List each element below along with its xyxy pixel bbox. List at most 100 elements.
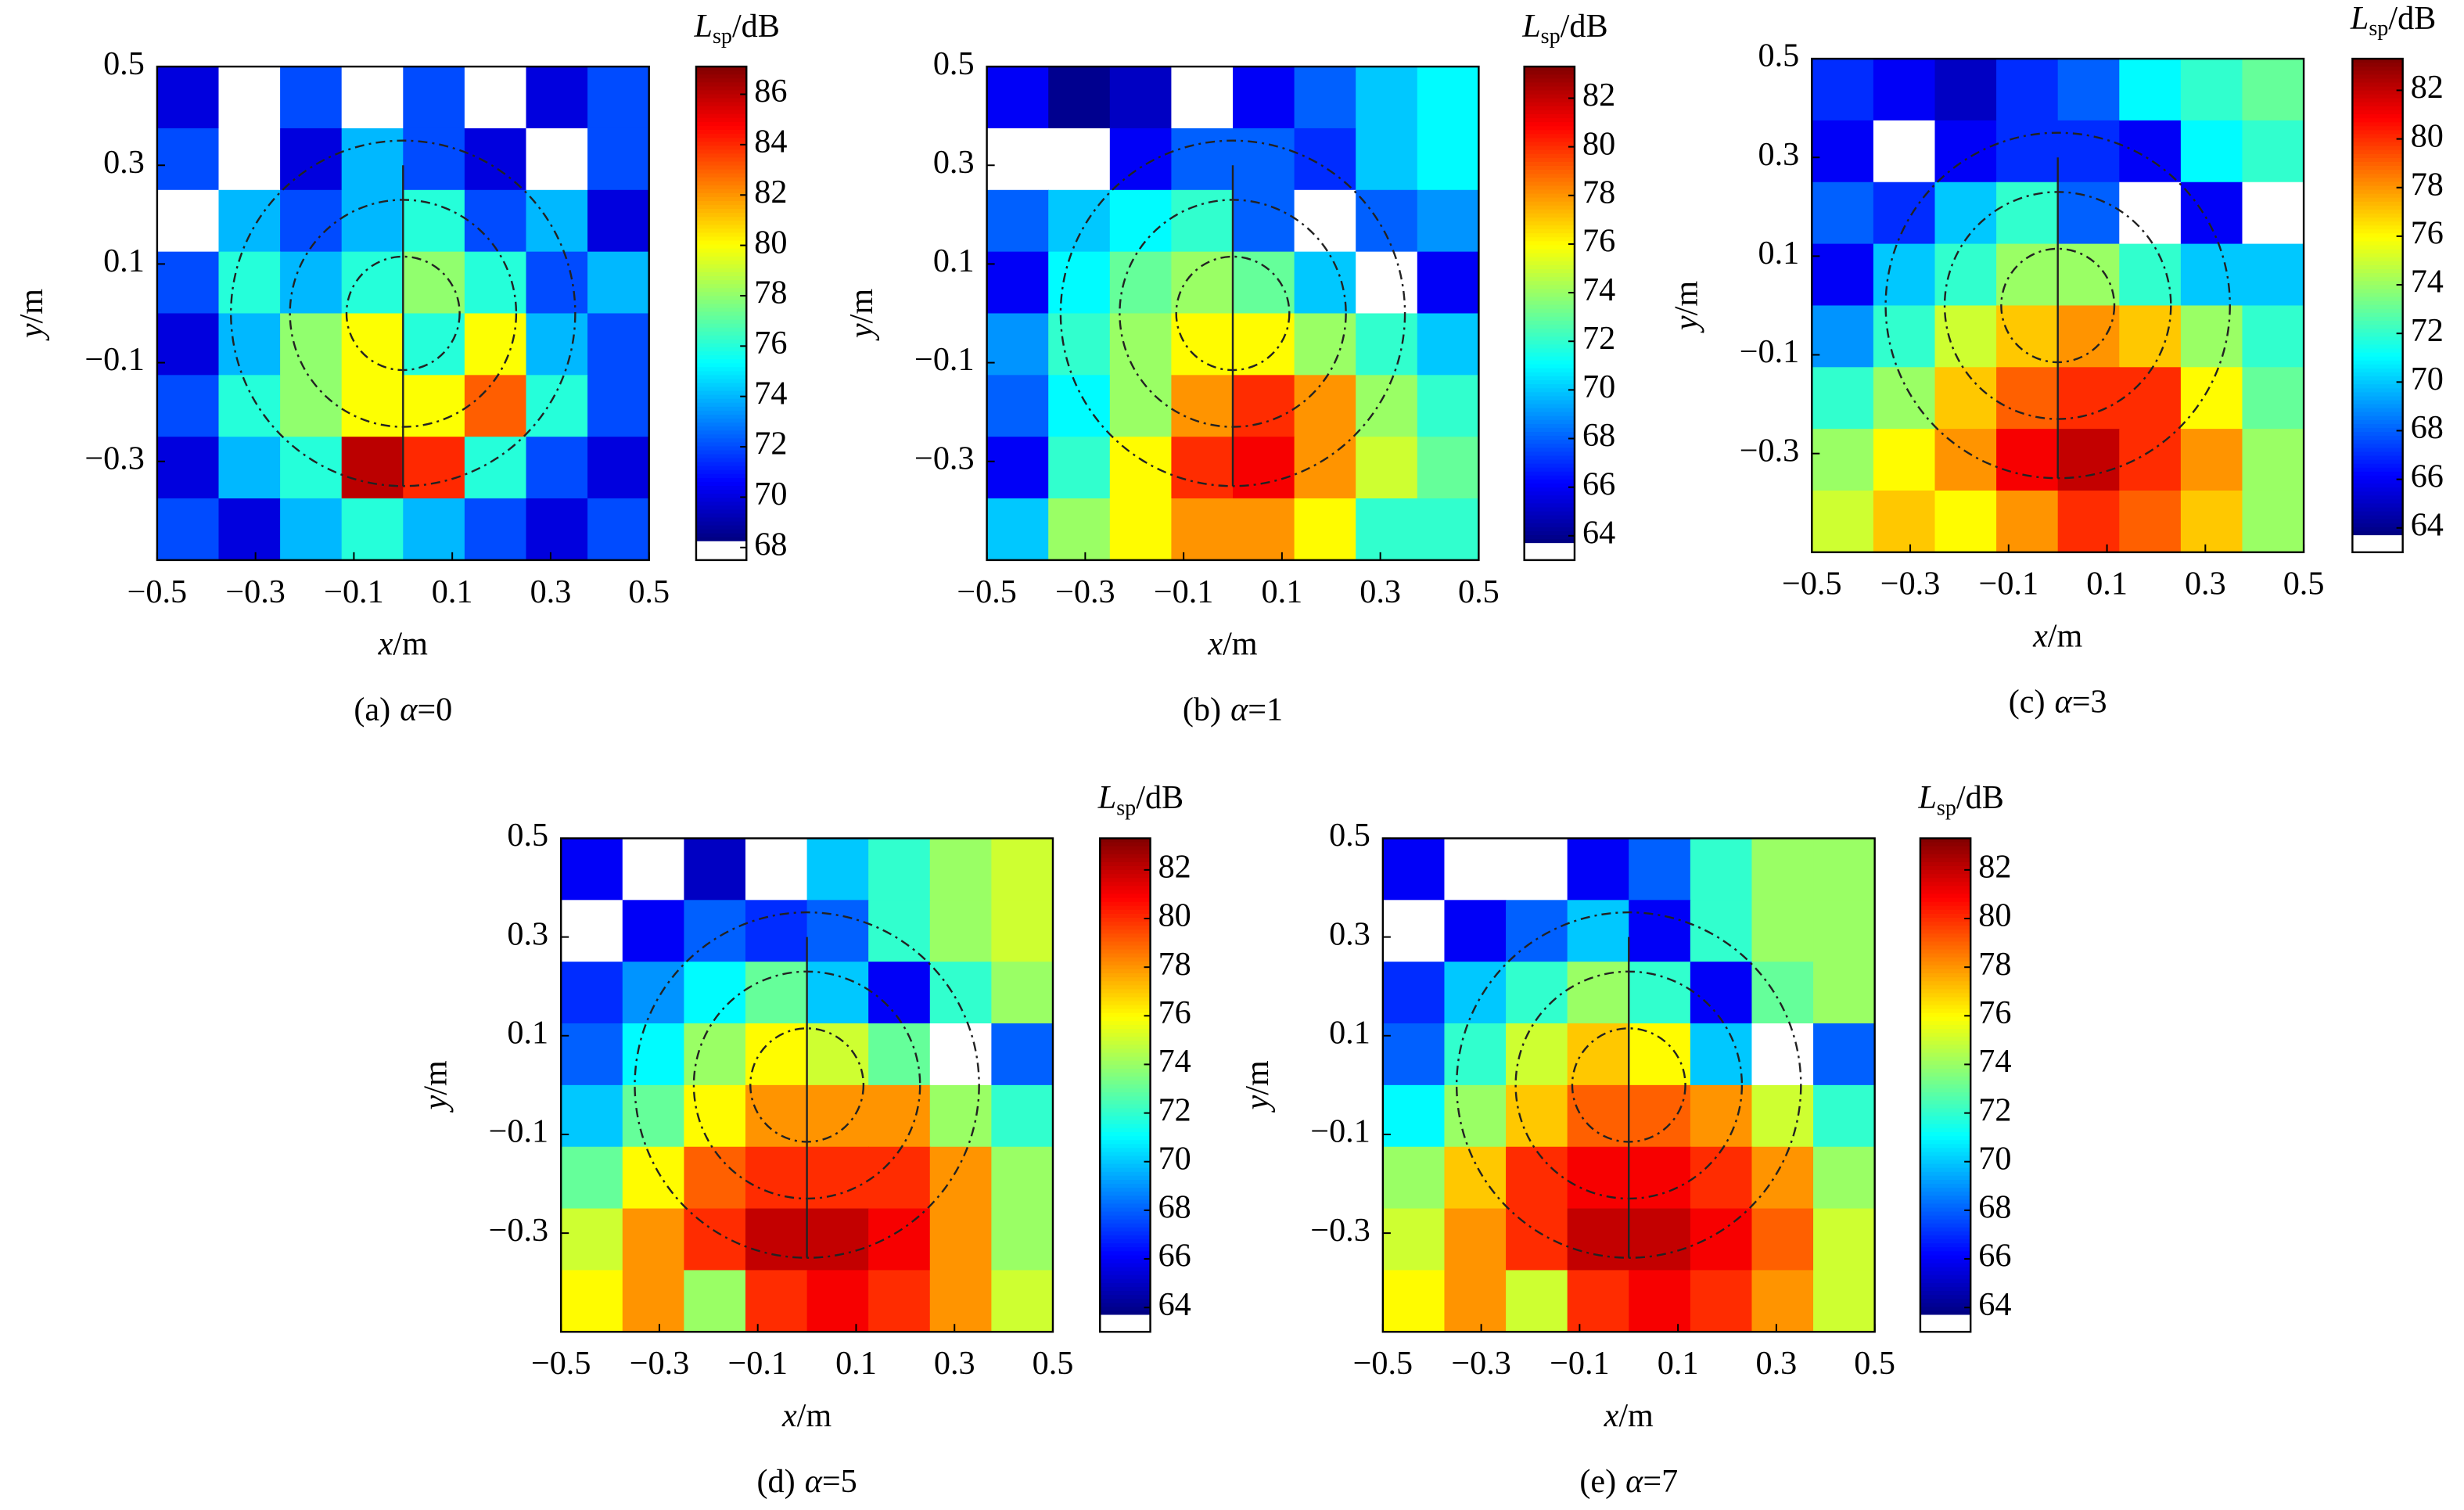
y-tick-label: 0.3 <box>1758 136 1800 173</box>
colorbar-tick-label: 80 <box>1978 897 2011 934</box>
heat-cell <box>526 498 588 561</box>
heat-cell <box>622 962 685 1024</box>
colorbar-slice <box>1920 977 1971 983</box>
colorbar-slice <box>1100 1127 1151 1134</box>
y-tick-label: −0.3 <box>84 440 145 476</box>
heat-cell <box>991 1023 1054 1086</box>
colorbar-tick-label: 74 <box>1158 1043 1191 1080</box>
colorbar-slice <box>1100 1251 1151 1257</box>
heat-cell <box>1417 251 1480 315</box>
colorbar-slice <box>1100 997 1151 1002</box>
heat-cell <box>2180 305 2243 369</box>
colorbar-slice <box>1100 1163 1151 1169</box>
colorbar-tick-label: 72 <box>754 426 787 462</box>
colorbar-slice <box>1920 861 1971 868</box>
colorbar-slice <box>1524 423 1575 429</box>
colorbar-tick-label: 78 <box>754 275 787 311</box>
x-tick-label: −0.5 <box>531 1345 591 1382</box>
heat-cell <box>1506 1146 1568 1210</box>
colorbar-slice <box>2352 484 2403 489</box>
heat-cell <box>1629 838 1691 901</box>
y-axis-label-var: y <box>1239 1095 1276 1113</box>
heat-cell <box>868 962 931 1024</box>
heat-cell <box>2180 59 2243 121</box>
colorbar-slice <box>1524 436 1575 441</box>
colorbar-slice <box>1920 1029 1971 1034</box>
colorbar-slice <box>695 217 747 222</box>
heat-cell <box>806 900 869 962</box>
heat-cell <box>341 375 404 437</box>
colorbar-label-var: L <box>693 8 712 45</box>
heat-cell <box>2057 490 2121 553</box>
heat-cell <box>1444 1208 1507 1271</box>
heat-cell <box>929 1270 993 1333</box>
colorbar-slice <box>1100 1116 1151 1121</box>
colorbar-slice <box>2352 519 2403 524</box>
colorbar-slice <box>1524 225 1575 231</box>
colorbar-slice <box>1524 106 1575 111</box>
heat-cell <box>1048 375 1111 437</box>
colorbar-slice <box>695 256 747 261</box>
colorbar-slice <box>1100 1056 1151 1062</box>
colorbar-slice <box>1100 866 1151 872</box>
colorbar-slice <box>695 410 747 415</box>
heat-cell <box>587 498 650 561</box>
heat-cell <box>1233 498 1295 561</box>
colorbar-slice <box>1920 1124 1971 1129</box>
colorbar-slice <box>1524 336 1575 342</box>
heat-cell <box>1233 313 1295 376</box>
panel-title: (a) α=0 <box>354 691 452 728</box>
x-tick-label: −0.5 <box>957 573 1017 610</box>
heat-cell <box>2242 490 2304 553</box>
x-tick-label: 0.3 <box>2185 566 2226 602</box>
colorbar-slice <box>2352 237 2403 243</box>
colorbar-slice <box>2352 289 2403 294</box>
colorbar-slice <box>1920 1041 1971 1046</box>
heat-cell <box>2057 243 2121 307</box>
colorbar-label-var: L <box>1521 8 1540 45</box>
heat-cell <box>1751 1208 1814 1271</box>
colorbar-tick-label: 82 <box>1582 77 1615 113</box>
colorbar-slice <box>2352 281 2403 286</box>
heat-cell <box>1996 490 2059 553</box>
heat-cell <box>986 67 1050 129</box>
colorbar-slice <box>1100 993 1151 998</box>
colorbar-slice <box>1920 1192 1971 1197</box>
colorbar-slice <box>1100 1255 1151 1260</box>
colorbar-slice <box>1524 241 1575 246</box>
heat-cell <box>561 900 623 962</box>
colorbar-tick-label: 70 <box>1158 1140 1191 1177</box>
colorbar-slice <box>1524 519 1575 524</box>
x-tick-label: −0.1 <box>1154 573 1214 610</box>
panel-title: (c) α=3 <box>2009 683 2107 720</box>
colorbar-slice <box>1100 1136 1151 1141</box>
x-tick-label: 0.1 <box>1658 1345 1699 1382</box>
colorbar-slice <box>2352 448 2403 453</box>
heat-cell <box>464 251 527 315</box>
colorbar-slice <box>695 200 747 207</box>
colorbar-slice <box>1524 213 1575 218</box>
colorbar-slice <box>2352 412 2403 417</box>
colorbar-slice <box>1524 293 1575 298</box>
heat-cell <box>684 838 746 901</box>
colorbar-slice <box>695 323 747 329</box>
colorbar-slice <box>1524 142 1575 147</box>
colorbar-tick-label: 70 <box>1582 369 1615 405</box>
x-tick-label: 0.5 <box>1854 1345 1895 1382</box>
heat-cell <box>1751 900 1814 962</box>
colorbar-slice <box>1524 165 1575 171</box>
heat-cell <box>1996 429 2059 491</box>
heat-cell <box>1934 182 1997 245</box>
colorbar-slice <box>1920 1227 1971 1232</box>
colorbar-slice <box>695 398 747 404</box>
colorbar-slice <box>1100 838 1151 843</box>
colorbar-slice <box>1100 1084 1151 1090</box>
y-tick-label: 0.1 <box>103 243 145 279</box>
colorbar-under <box>1524 543 1575 560</box>
heat-cell <box>1171 251 1234 315</box>
heat-cell <box>868 1208 931 1271</box>
heat-cell <box>1813 962 1876 1024</box>
y-tick-label: 0.1 <box>933 243 975 279</box>
colorbar-slice <box>1100 1278 1151 1284</box>
colorbar-slice <box>2352 201 2403 207</box>
